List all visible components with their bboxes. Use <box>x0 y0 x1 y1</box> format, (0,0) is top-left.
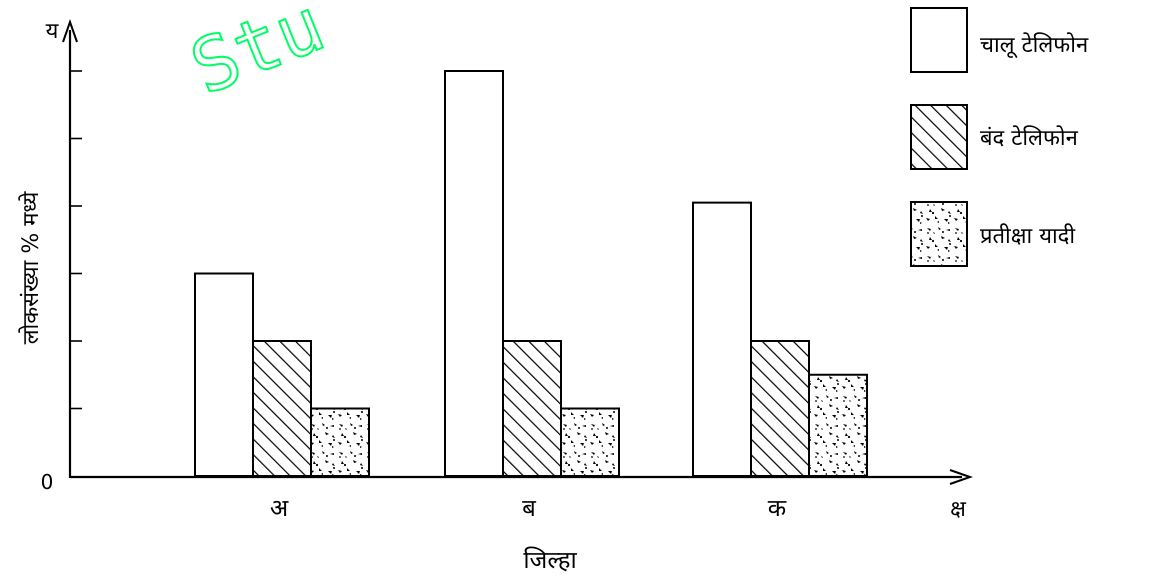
y-origin-label: 0 <box>41 470 54 494</box>
category-label-0: अ <box>270 494 289 522</box>
plot-area <box>194 70 868 477</box>
bar-1-series-0 <box>444 70 504 477</box>
bar-2-series-2 <box>808 373 868 477</box>
legend-swatch-2 <box>910 201 968 267</box>
bar-2-series-1 <box>750 340 810 477</box>
x-axis-arrow <box>949 469 974 485</box>
bar-1-series-2 <box>560 407 620 477</box>
legend-label-1: बंद टेलिफोन <box>980 125 1079 151</box>
bar-1-series-1 <box>502 340 562 477</box>
legend: चालू टेलिफोन बंद टेलिफोन प्रतीक्षा यादी <box>910 7 1089 267</box>
legend-swatch-1 <box>910 104 968 170</box>
legend-swatch-0 <box>910 7 968 73</box>
x-axis-letter: क्ष <box>950 497 967 522</box>
x-axis-label: जिल्हा <box>523 546 577 574</box>
bar-0-series-1 <box>252 340 312 477</box>
y-axis-letter: य <box>46 19 60 44</box>
legend-label-2: प्रतीक्षा यादी <box>980 223 1075 249</box>
legend-label-0: चालू टेलिफोन <box>980 32 1089 59</box>
y-axis-label: लोकसंख्या % मध्ये <box>18 190 44 344</box>
legend-item-2: प्रतीक्षा यादी <box>910 201 1075 267</box>
category-label-1: ब <box>522 494 537 522</box>
bar-2-series-0 <box>692 201 752 477</box>
category-label-2: क <box>768 494 787 522</box>
bar-0-series-2 <box>310 407 370 477</box>
legend-item-0: चालू टेलिफोन <box>910 7 1089 73</box>
y-ticks <box>70 70 82 410</box>
watermark: Stu <box>180 0 336 112</box>
y-axis-arrow <box>62 18 78 43</box>
legend-item-1: बंद टेलिफोन <box>910 104 1079 170</box>
bar-0-series-0 <box>194 272 254 477</box>
